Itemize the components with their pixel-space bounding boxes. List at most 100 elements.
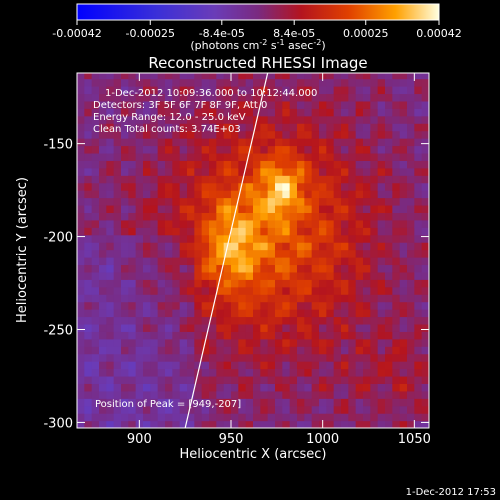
heatmap-cell (150, 160, 159, 169)
heatmap-cell (113, 145, 122, 154)
heatmap-cell (165, 227, 173, 236)
heatmap-cell (341, 361, 349, 370)
heatmap-cell (201, 323, 210, 332)
heatmap-cell (113, 123, 122, 132)
heatmap-cell (245, 219, 254, 228)
heatmap-cell (77, 123, 85, 132)
heatmap-cell (275, 383, 283, 392)
heatmap-cell (77, 301, 85, 310)
heatmap-cell (84, 152, 93, 161)
heatmap-cell (326, 152, 335, 161)
heatmap-cell (223, 190, 232, 199)
heatmap-cell (267, 420, 276, 428)
heatmap-cell (407, 301, 415, 310)
heatmap-cell (407, 249, 415, 258)
heatmap-cell (275, 375, 283, 384)
heatmap-cell (341, 420, 349, 428)
heatmap-cell (194, 182, 203, 191)
heatmap-cell (326, 383, 335, 392)
heatmap-cell (179, 368, 188, 377)
heatmap-cell (106, 338, 115, 347)
heatmap-cell (223, 390, 232, 399)
heatmap-cell (311, 78, 320, 87)
heatmap-cell (392, 316, 401, 325)
heatmap-cell (319, 249, 327, 258)
heatmap-cell (231, 197, 239, 206)
heatmap-cell (150, 145, 159, 154)
heatmap-cell (363, 294, 371, 303)
heatmap-cell (91, 420, 100, 428)
heatmap-cell (341, 271, 349, 280)
heatmap-cell (179, 108, 188, 117)
heatmap-cell (341, 242, 349, 251)
heatmap-cell (260, 204, 269, 213)
heatmap-cell (172, 323, 181, 332)
heatmap-cell (363, 353, 371, 362)
heatmap-cell (99, 182, 107, 191)
heatmap-cell (348, 257, 357, 266)
heatmap-cell (355, 167, 364, 176)
heatmap-cell (363, 316, 371, 325)
heatmap-cell (150, 398, 159, 407)
heatmap-cell (121, 197, 129, 206)
heatmap-cell (326, 331, 335, 340)
heatmap-cell (231, 420, 239, 428)
heatmap-cell (201, 86, 210, 95)
heatmap-cell (231, 86, 239, 95)
heatmap-cell (128, 398, 137, 407)
heatmap-cell (377, 197, 386, 206)
y-tick-label: -200 (43, 231, 73, 246)
heatmap-cell (407, 78, 415, 87)
heatmap-cell (194, 309, 203, 318)
heatmap-cell (385, 346, 393, 355)
heatmap-cell (201, 331, 210, 340)
heatmap-cell (414, 78, 423, 87)
heatmap-cell (245, 316, 254, 325)
heatmap-cell (194, 190, 203, 199)
heatmap-cell (253, 138, 261, 147)
heatmap-cell (231, 353, 239, 362)
heatmap-cell (209, 413, 217, 422)
heatmap-cell (289, 115, 298, 124)
heatmap-cell (319, 242, 327, 251)
heatmap-cell (91, 145, 100, 154)
heatmap-cell (260, 368, 269, 377)
heatmap-cell (341, 204, 349, 213)
heatmap-cell (194, 234, 203, 243)
heatmap-cell (209, 175, 217, 184)
heatmap-cell (304, 405, 313, 414)
heatmap-cell (223, 130, 232, 139)
heatmap-cell (245, 100, 254, 109)
heatmap-cell (99, 227, 107, 236)
heatmap-cell (150, 108, 159, 117)
heatmap-cell (84, 264, 93, 273)
heatmap-cell (421, 309, 429, 318)
heatmap-cell (414, 257, 423, 266)
heatmap-cell (377, 249, 386, 258)
heatmap-cell (275, 294, 283, 303)
heatmap-cell (201, 108, 210, 117)
y-axis-label: Heliocentric Y (arcsec) (15, 177, 30, 323)
heatmap-cell (113, 294, 122, 303)
heatmap-cell (304, 264, 313, 273)
heatmap-cell (121, 286, 129, 295)
heatmap-cell (238, 145, 247, 154)
heatmap-cell (267, 346, 276, 355)
heatmap-cell (355, 212, 364, 221)
heatmap-cell (194, 413, 203, 422)
heatmap-cell (311, 309, 320, 318)
heatmap-cell (143, 212, 151, 221)
heatmap-cell (311, 167, 320, 176)
heatmap-cell (84, 368, 93, 377)
heatmap-cell (385, 264, 393, 273)
heatmap-cell (106, 249, 115, 258)
heatmap-cell (385, 309, 393, 318)
x-tick-label: 950 (219, 432, 244, 447)
heatmap-cell (363, 331, 371, 340)
heatmap-cell (121, 227, 129, 236)
heatmap-cell (231, 338, 239, 347)
heatmap-cell (194, 108, 203, 117)
heatmap-cell (319, 331, 327, 340)
heatmap-cell (91, 353, 100, 362)
heatmap-cell (113, 130, 122, 139)
